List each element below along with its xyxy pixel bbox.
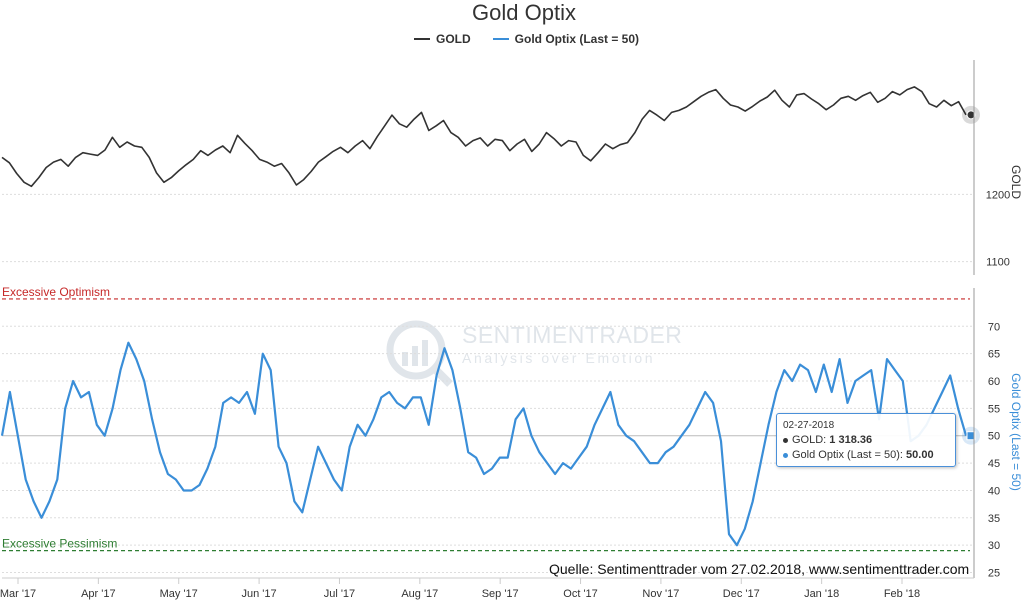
x-tick-label: Jan '18	[804, 588, 839, 600]
gold-tick-label: 1100	[986, 257, 1010, 269]
x-tick-label: Apr '17	[81, 588, 116, 600]
legend-label-optix: Gold Optix (Last = 50)	[514, 32, 640, 46]
optix-tick-label: 25	[988, 568, 1000, 580]
tooltip-optix-dot	[783, 452, 788, 458]
optix-last-marker	[966, 431, 976, 441]
legend-swatch-gold	[414, 38, 430, 40]
tooltip-date: 02-27-2018	[783, 420, 835, 431]
optix-tick-label: 65	[988, 349, 1000, 361]
tooltip-gold-dot	[783, 437, 788, 443]
gold-tick-label: 1200	[986, 189, 1010, 201]
optix-tick-label: 30	[988, 540, 1000, 552]
legend-item-optix[interactable]: Gold Optix (Last = 50)	[492, 32, 640, 46]
x-tick-label: Jul '17	[324, 588, 355, 600]
x-tick-label: Nov '17	[642, 588, 679, 600]
optix-tick-label: 45	[988, 458, 1000, 470]
x-tick-label: May '17	[160, 588, 198, 600]
legend-swatch-optix	[492, 38, 509, 40]
pessimism-label: Excessive Pessimism	[2, 537, 117, 551]
optix-series-line	[0, 341, 968, 547]
tooltip-optix-label: Gold Optix (Last = 50):	[792, 449, 903, 461]
source-caption: Quelle: Sentimenttrader vom 27.02.2018, …	[549, 561, 970, 577]
optix-tick-label: 35	[988, 513, 1000, 525]
optimism-label: Excessive Optimism	[2, 285, 110, 299]
optix-tick-label: 55	[988, 403, 1000, 415]
optix-tick-label: 70	[988, 321, 1000, 333]
x-tick-label: Oct '17	[563, 588, 598, 600]
x-tick-label: Feb '18	[884, 588, 920, 600]
optix-axis-title: Gold Optix (Last = 50)	[1009, 373, 1023, 491]
optix-tick-label: 40	[988, 485, 1000, 497]
x-tick-label: Aug '17	[401, 588, 438, 600]
tooltip-gold-label: GOLD:	[792, 434, 827, 446]
gold-series-line	[1, 86, 967, 188]
tooltip-optix-value: 50.00	[906, 449, 934, 461]
x-tick-label: Jun '17	[242, 588, 277, 600]
x-tick-label: Dec '17	[723, 588, 760, 600]
tooltip-gold-value: 1 318.36	[829, 434, 873, 446]
chart-title: Gold Optix	[472, 0, 576, 25]
tooltip: 02-27-2018 GOLD: 1 318.36 Gold Optix (La…	[776, 413, 956, 467]
gold-last-marker	[966, 110, 976, 120]
optix-tick-label: 50	[988, 431, 1000, 443]
gold-axis-title: GOLD	[1009, 165, 1023, 199]
optix-tick-label: 60	[988, 376, 1000, 388]
legend-item-gold[interactable]: GOLD	[414, 32, 471, 46]
x-tick-label: Mar '17	[0, 588, 36, 600]
legend-label-gold: GOLD	[436, 32, 471, 46]
x-tick-label: Sep '17	[482, 588, 519, 600]
tooltip-gold-row: GOLD: 1 318.36	[783, 433, 949, 448]
legend: GOLD Gold Optix (Last = 50)	[414, 32, 639, 46]
tooltip-optix-row: Gold Optix (Last = 50): 50.00	[783, 448, 949, 463]
